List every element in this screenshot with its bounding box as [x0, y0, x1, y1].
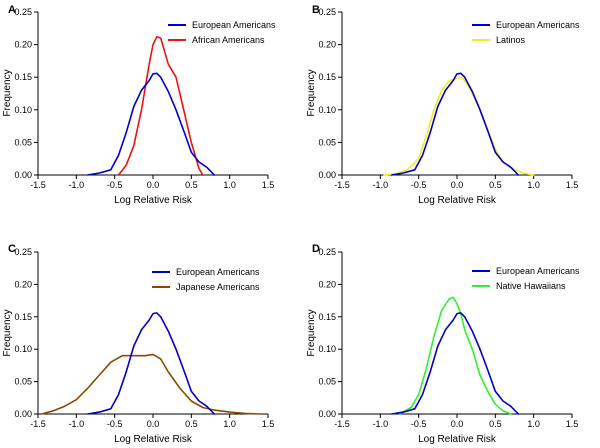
- x-axis-title: Log Relative Risk: [114, 195, 193, 206]
- y-tick-label: 0.20: [14, 40, 32, 50]
- x-tick-label: -1.5: [30, 419, 46, 429]
- x-tick-label: -1.0: [373, 419, 389, 429]
- legend-label: Japanese Americans: [176, 282, 260, 292]
- x-tick-label: -0.5: [411, 180, 427, 190]
- x-axis-title: Log Relative Risk: [418, 434, 497, 445]
- x-tick-label: -1.5: [334, 419, 350, 429]
- x-tick-label: 0.5: [489, 180, 502, 190]
- panel-letter: C: [8, 243, 16, 255]
- panel-c: C -1.5 -1.0 -0.5 0.0 0.5 1.0 1.5 0.00 0.05 0.10 0.1…: [2, 243, 274, 445]
- panel-b: B -1.5 -1.0 -0.5 0.0 0.5 1.0 1.5 0.00 0.05 0.10 0.1…: [306, 4, 580, 206]
- series-line-european-americans: [390, 312, 520, 415]
- y-tick-label: 0.05: [318, 377, 336, 387]
- y-tick-label: 0.20: [318, 40, 336, 50]
- y-tick-label: 0.10: [318, 105, 336, 115]
- y-tick-label: 0.25: [14, 7, 32, 17]
- x-axis-title: Log Relative Risk: [418, 195, 497, 206]
- x-tick-label: 1.0: [527, 419, 540, 429]
- x-tick-label: -1.0: [69, 419, 85, 429]
- y-tick-label: 0.00: [318, 170, 336, 180]
- panel-letter: B: [312, 4, 320, 16]
- y-tick-label: 0.05: [14, 377, 32, 387]
- x-tick-label: -0.5: [411, 419, 427, 429]
- legend-label: African Americans: [192, 35, 265, 45]
- y-tick-label: 0.20: [318, 279, 336, 289]
- y-tick-label: 0.20: [14, 279, 32, 289]
- y-tick-label: 0.15: [318, 72, 336, 82]
- legend: European Americans Japanese Americans: [152, 267, 260, 292]
- legend-label: European Americans: [496, 20, 580, 30]
- series-line-european-americans: [390, 72, 520, 176]
- series-line-european-americans: [87, 312, 216, 415]
- legend: European Americans African Americans: [168, 20, 276, 45]
- series-line-african-americans: [117, 35, 204, 176]
- x-tick-label: 0.0: [147, 419, 160, 429]
- legend: European Americans Native Hawaiians: [472, 266, 580, 291]
- x-tick-label: -0.5: [107, 180, 123, 190]
- y-tick-label: 0.00: [14, 170, 32, 180]
- x-tick-label: 0.5: [489, 419, 502, 429]
- y-axis-title: Frequency: [2, 69, 13, 116]
- x-tick-label: 0.0: [147, 180, 160, 190]
- x-tick-label: 0.5: [185, 419, 198, 429]
- x-tick-label: -1.5: [334, 180, 350, 190]
- y-tick-label: 0.00: [14, 409, 32, 419]
- legend-label: Native Hawaiians: [496, 281, 566, 291]
- legend-label: Latinos: [496, 35, 526, 45]
- y-tick-label: 0.10: [14, 344, 32, 354]
- x-tick-label: -1.5: [30, 180, 46, 190]
- y-tick-label: 0.00: [318, 409, 336, 419]
- series-line-japanese-americans: [40, 353, 262, 415]
- y-tick-label: 0.10: [318, 344, 336, 354]
- y-tick-label: 0.05: [318, 137, 336, 147]
- panel-a: A -1.5 -1.0 -0.5 0.0 0.5 1.0 1.5 0.00 0.05 0.10 0.1…: [2, 4, 276, 206]
- x-tick-label: 0.0: [451, 180, 464, 190]
- legend: European Americans Latinos: [472, 20, 580, 45]
- x-tick-label: -0.5: [107, 419, 123, 429]
- x-axis-title: Log Relative Risk: [114, 434, 193, 445]
- x-tick-label: 1.5: [566, 180, 579, 190]
- y-axis-title: Frequency: [306, 69, 317, 116]
- panel-letter: D: [312, 243, 320, 255]
- y-axis-title: Frequency: [306, 309, 317, 356]
- x-tick-label: 1.0: [527, 180, 540, 190]
- y-tick-label: 0.15: [14, 72, 32, 82]
- series-line-european-americans: [87, 72, 216, 176]
- legend-label: European Americans: [496, 266, 580, 276]
- y-tick-label: 0.15: [318, 312, 336, 322]
- y-axis-title: Frequency: [2, 309, 13, 356]
- series-line-native-hawaiians: [398, 296, 512, 415]
- y-tick-label: 0.25: [318, 247, 336, 257]
- y-tick-label: 0.05: [14, 137, 32, 147]
- x-tick-label: -1.0: [373, 180, 389, 190]
- legend-label: European Americans: [192, 20, 276, 30]
- y-tick-label: 0.15: [14, 312, 32, 322]
- x-tick-label: 1.5: [566, 419, 579, 429]
- panel-d: D -1.5 -1.0 -0.5 0.0 0.5 1.0 1.5 0.00 0.05 0.10 0.1…: [306, 243, 580, 445]
- y-tick-label: 0.25: [318, 7, 336, 17]
- series-line-latinos: [383, 76, 535, 176]
- x-tick-label: 1.5: [262, 419, 275, 429]
- y-tick-label: 0.10: [14, 105, 32, 115]
- x-tick-label: 1.0: [223, 180, 236, 190]
- x-tick-label: 0.0: [451, 419, 464, 429]
- x-tick-label: 1.5: [262, 180, 275, 190]
- y-tick-label: 0.25: [14, 247, 32, 257]
- x-tick-label: -1.0: [69, 180, 85, 190]
- x-tick-label: 1.0: [223, 419, 236, 429]
- x-tick-label: 0.5: [185, 180, 198, 190]
- legend-label: European Americans: [176, 267, 260, 277]
- panel-letter: A: [8, 4, 16, 16]
